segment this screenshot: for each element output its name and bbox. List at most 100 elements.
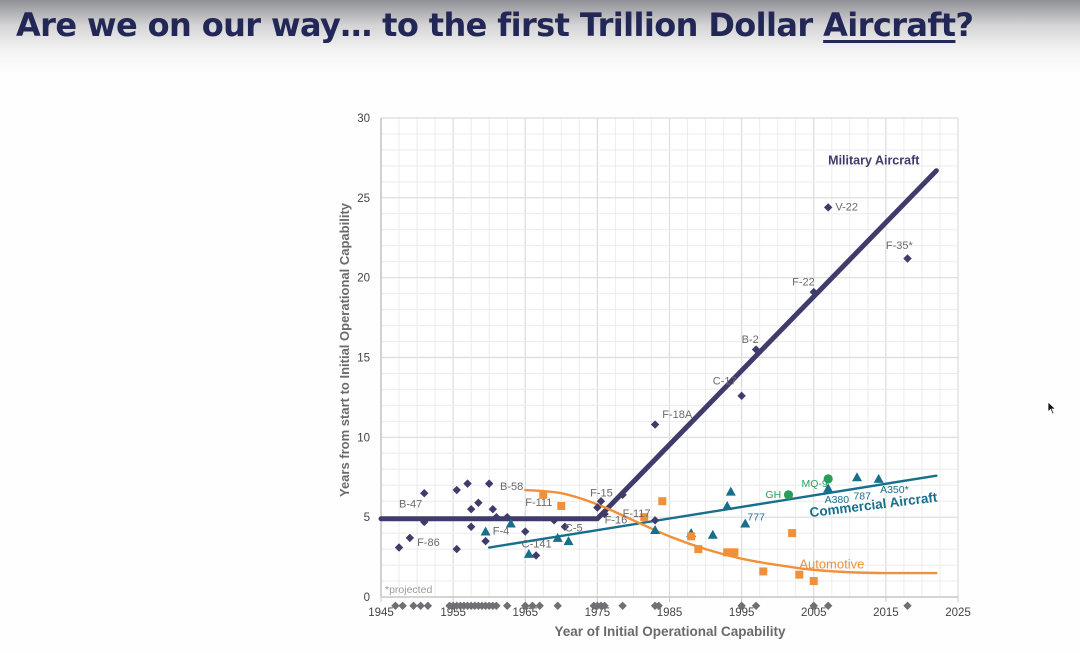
data-point-automotive: [759, 567, 768, 576]
baseline-marker: [823, 601, 833, 610]
baseline-marker: [398, 601, 407, 610]
annotation-label: MQ-9: [801, 478, 827, 490]
data-point-military-aircraft: [521, 527, 530, 536]
data-point-commercial-aircraft: [740, 518, 751, 528]
baseline-marker: [416, 601, 425, 610]
data-point-military-aircraft: [593, 503, 602, 512]
baseline-marker: [809, 601, 818, 610]
y-tick-label: 20: [357, 273, 370, 285]
x-tick-label: 1985: [657, 607, 683, 619]
y-tick-label: 5: [364, 512, 370, 524]
annotation-label: F-111: [525, 497, 552, 509]
data-point-automotive: [809, 577, 818, 586]
annotation-label: C-17: [713, 376, 737, 388]
data-point-military-aircraft: [531, 551, 541, 560]
data-point-military-aircraft: [809, 287, 818, 297]
annotation-label: Automotive: [799, 556, 864, 571]
projected-note: *projected: [385, 584, 432, 596]
data-point-commercial-aircraft: [523, 548, 534, 558]
data-point-military-aircraft: [405, 533, 415, 543]
baseline-marker: [391, 601, 400, 610]
data-point-commercial-aircraft: [563, 536, 574, 546]
baseline-marker: [737, 601, 746, 610]
x-tick-label: 2025: [945, 607, 971, 619]
data-point-military-aircraft: [560, 522, 570, 531]
data-point-commercial-aircraft: [725, 486, 736, 496]
data-point-commercial-aircraft: [505, 518, 516, 528]
annotation-label: F-35*: [886, 240, 914, 252]
data-point-military-aircraft: [394, 543, 404, 552]
data-point-military-aircraft: [474, 498, 483, 507]
annotation-label: F-4: [493, 526, 510, 538]
data-point-uav: [823, 474, 833, 484]
title-bar: [0, 0, 1080, 72]
data-point-commercial-aircraft: [552, 532, 563, 542]
annotation-label: B-2: [742, 334, 759, 346]
data-point-automotive: [557, 501, 566, 510]
axes: 1945 1955 1965 1975 1985 1995 2005 2015 20250510…: [357, 113, 971, 619]
data-point-automotive: [788, 529, 797, 538]
title-text: Are we on our way… to the first Trillion…: [16, 6, 824, 44]
baseline-marker: [492, 601, 501, 610]
data-marks: [391, 203, 912, 610]
x-tick-label: 1975: [585, 607, 611, 619]
annotation-label: 777: [747, 511, 765, 523]
data-point-military-aircraft: [466, 522, 476, 531]
data-point-military-aircraft: [481, 536, 490, 546]
data-point-military-aircraft: [596, 497, 606, 506]
baseline-marker: [528, 601, 537, 610]
data-point-military-aircraft: [600, 509, 609, 519]
data-point-commercial-aircraft: [707, 529, 718, 539]
x-tick-label: 1965: [512, 607, 538, 619]
baseline-marker: [654, 601, 663, 610]
data-point-military-aircraft: [751, 345, 761, 354]
title-emphasis: Aircraft: [823, 6, 956, 44]
data-point-commercial-aircraft: [480, 526, 491, 536]
y-tick-label: 10: [357, 432, 370, 444]
baseline-marker: [600, 601, 609, 610]
annotation-label: F-18A: [662, 409, 693, 421]
data-point-military-aircraft: [420, 489, 429, 498]
data-point-military-aircraft: [650, 516, 660, 525]
x-tick-label: 1955: [440, 607, 466, 619]
data-point-commercial-aircraft: [873, 473, 884, 483]
data-point-military-aircraft: [737, 391, 746, 401]
data-point-automotive: [723, 548, 732, 557]
trend-line-military-aircraft: [378, 168, 939, 522]
x-tick-label: 1995: [729, 607, 755, 619]
annotation-label: V-22: [835, 202, 858, 214]
data-point-military-aircraft: [503, 512, 512, 522]
x-axis-label: Year of Initial Operational Capability: [554, 624, 786, 639]
trend-line-commercial-aircraft: [487, 474, 938, 549]
annotation-label: Military Aircraft: [828, 153, 920, 167]
data-point-military-aircraft: [492, 512, 501, 522]
data-point-military-aircraft: [466, 504, 476, 514]
x-tick-label: 2005: [801, 607, 827, 619]
data-point-military-aircraft: [549, 516, 559, 525]
data-point-military-aircraft: [452, 485, 461, 495]
x-tick-label: 2015: [873, 607, 899, 619]
data-point-military-aircraft: [463, 479, 472, 488]
y-axis-label: Years from start to Initial Operational …: [337, 202, 352, 497]
data-point-commercial-aircraft: [852, 472, 863, 482]
annotation-label: F-22: [792, 277, 815, 289]
data-point-military-aircraft: [823, 203, 833, 212]
baseline-marker: [409, 601, 418, 610]
data-point-commercial-aircraft: [823, 483, 834, 493]
y-tick-label: 25: [357, 193, 370, 205]
baseline-marker: [503, 601, 512, 610]
annotation-label: F-15: [590, 487, 613, 499]
annotation-label: A350*: [880, 484, 909, 496]
baseline-marker: [618, 601, 627, 610]
annotation-label: B-47: [399, 499, 422, 511]
data-point-commercial-aircraft: [650, 524, 661, 534]
data-point-commercial-aircraft: [722, 500, 733, 510]
baseline-marker: [521, 601, 530, 610]
baseline-marker: [535, 601, 544, 610]
data-point-uav: [783, 490, 794, 500]
annotation-label: GH: [765, 489, 781, 501]
data-point-automotive: [795, 570, 804, 579]
annotation-label: 787: [853, 491, 871, 503]
